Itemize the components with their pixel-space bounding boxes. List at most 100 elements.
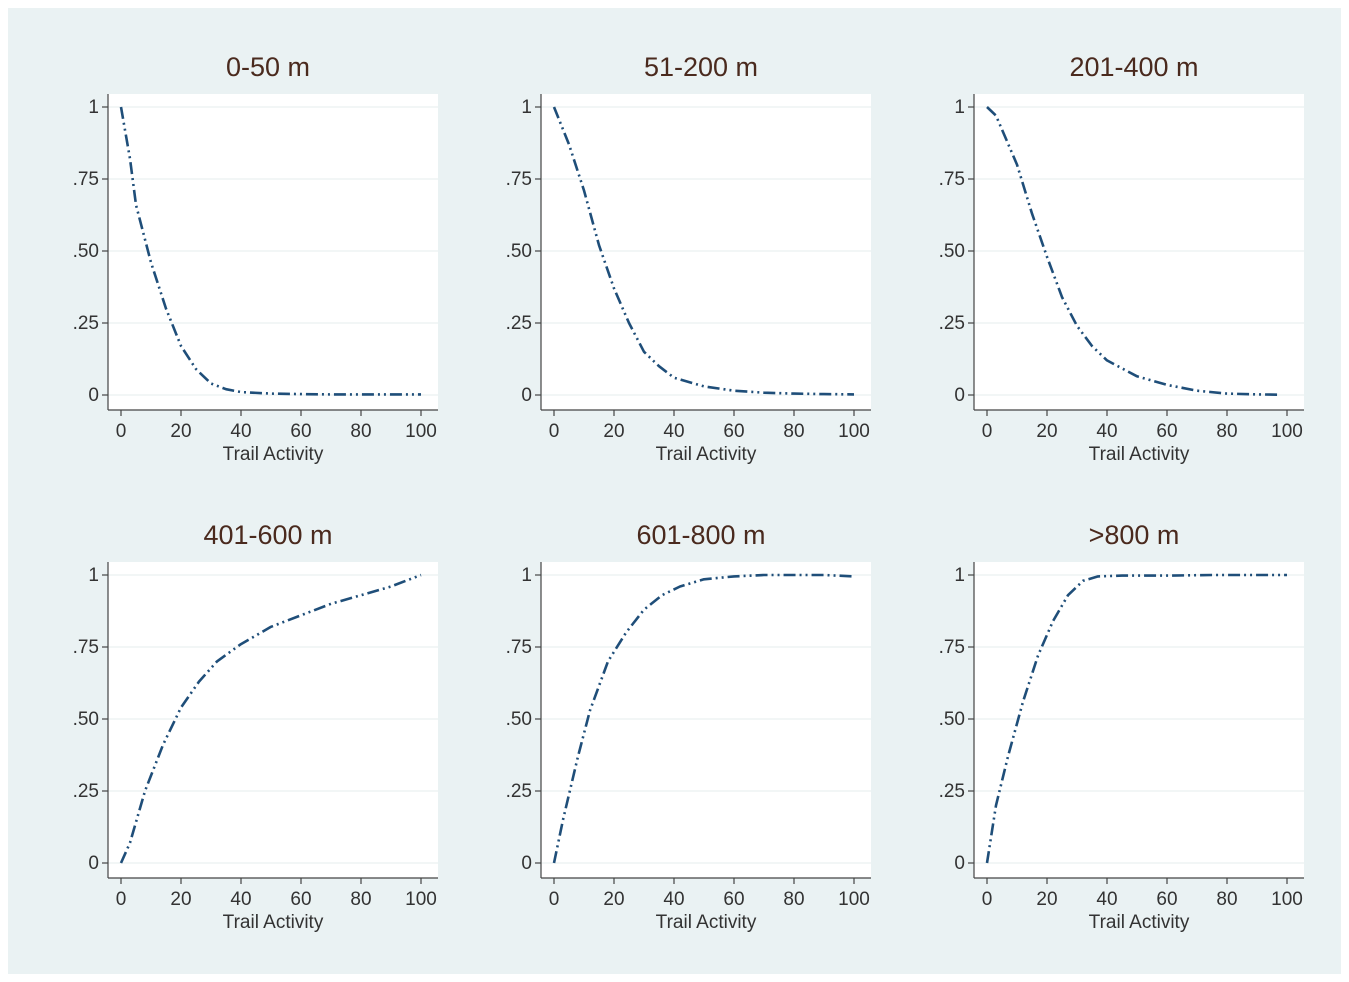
y-tick-label: .25: [939, 781, 965, 802]
y-tick-label: 0: [88, 853, 99, 874]
y-tick-label: 0: [521, 853, 532, 874]
x-tick-label: 100: [838, 889, 870, 910]
x-tick-label: 0: [116, 421, 127, 442]
x-tick-label: 80: [783, 889, 804, 910]
plot-area: [541, 562, 871, 878]
plot-area: [974, 94, 1304, 410]
x-tick-label: 80: [350, 889, 371, 910]
x-tick-label: 40: [230, 889, 251, 910]
y-tick-label: 0: [954, 385, 965, 406]
x-tick-label: 0: [982, 421, 993, 442]
y-tick-label: .75: [939, 637, 965, 658]
chart-svg: 0 .25 .50 .75 1 0 20 40 60 80 100 Trail Activity: [939, 562, 1304, 933]
y-tick-label: .25: [939, 313, 965, 334]
y-tick-label: 1: [88, 97, 99, 118]
x-tick-label: 100: [1271, 421, 1303, 442]
x-tick-label: 40: [1096, 889, 1117, 910]
x-tick-label: 0: [116, 889, 127, 910]
y-tick-label: .25: [506, 313, 532, 334]
series-line: [552, 106, 855, 396]
chart-svg: 0 .25 .50 .75 1 0 20 40 60 80 100 Trail Activity: [73, 94, 438, 465]
y-tick-label: 1: [954, 565, 965, 586]
panel-title: 201-400 m: [1069, 52, 1199, 82]
y-tick-label: .50: [506, 241, 532, 262]
x-tick-label: 20: [603, 421, 624, 442]
x-tick-label: 40: [230, 421, 251, 442]
series-line: [986, 106, 1282, 396]
panel-title: 51-200 m: [643, 52, 759, 82]
chart-svg: 0 .25 .50 .75 1 0 20 40 60 80 100 Trail Activity: [506, 562, 871, 933]
y-tick-label: .50: [73, 241, 99, 262]
x-tick-label: 40: [1096, 421, 1117, 442]
series-line: [119, 573, 422, 864]
y-tick-label: .50: [506, 709, 532, 730]
x-axis-label: Trail Activity: [1089, 912, 1190, 933]
series-line: [552, 573, 855, 864]
series-line: [119, 106, 421, 396]
x-axis-label: Trail Activity: [656, 444, 757, 465]
x-tick-label: 100: [838, 421, 870, 442]
x-axis-label: Trail Activity: [223, 444, 324, 465]
x-tick-label: 60: [1156, 889, 1177, 910]
x-tick-label: 100: [405, 421, 437, 442]
y-tick-label: 1: [88, 565, 99, 586]
y-tick-label: 0: [88, 385, 99, 406]
x-tick-label: 20: [170, 889, 191, 910]
x-tick-label: 100: [405, 889, 437, 910]
y-tick-label: .50: [73, 709, 99, 730]
x-tick-label: 60: [723, 889, 744, 910]
y-tick-label: 1: [521, 565, 532, 586]
x-tick-label: 0: [549, 421, 560, 442]
y-tick-label: .75: [73, 169, 99, 190]
x-tick-label: 0: [982, 889, 993, 910]
panel-0-50m: 0-50 m 0 .25 .50 .75 1 0 20 40 60 80 100 Trail Acti…: [58, 8, 478, 468]
panel-201-400m: 201-400 m 0 .25 .50 .75 1 0 20 40 60 80 100 Trail A…: [924, 8, 1344, 468]
series-line: [985, 573, 1287, 864]
y-tick-label: .75: [506, 637, 532, 658]
chart-svg: 0 .25 .50 .75 1 0 20 40 60 80 100 Trail Activity: [73, 562, 438, 933]
plot-area: [108, 562, 438, 878]
x-tick-label: 60: [290, 889, 311, 910]
y-tick-label: .25: [506, 781, 532, 802]
x-tick-label: 60: [1156, 421, 1177, 442]
y-tick-label: .25: [73, 313, 99, 334]
x-tick-label: 0: [549, 889, 560, 910]
plot-area: [541, 94, 871, 410]
x-tick-label: 100: [1271, 889, 1303, 910]
figure-background: 0-50 m 0.25.50.75 1 0 20 40 60 80 100 Trail Acti…: [8, 8, 1341, 974]
x-tick-label: 80: [1216, 889, 1237, 910]
x-tick-label: 40: [663, 889, 684, 910]
y-tick-label: .75: [506, 169, 532, 190]
plot-area: [974, 562, 1304, 878]
x-axis-label: Trail Activity: [1089, 444, 1190, 465]
y-tick-label: .50: [939, 241, 965, 262]
x-tick-label: 20: [1036, 889, 1057, 910]
x-tick-label: 20: [170, 421, 191, 442]
panel-over-800m: >800 m 0 .25 .50 .75 1 0 20 40 60 80 100 Trail Acti…: [924, 476, 1344, 936]
panel-title: 0-50 m: [225, 52, 311, 82]
chart-svg: 0 .25 .50 .75 1 0 20 40 60 80 100 Trail Activity: [939, 94, 1304, 465]
y-tick-label: 1: [954, 97, 965, 118]
chart-svg: 0 .25 .50 .75 1 0 20 40 60 80 100 Trail Activity: [506, 94, 871, 465]
x-tick-label: 60: [290, 421, 311, 442]
panel-title: 401-600 m: [203, 520, 333, 550]
y-tick-label: 1: [521, 97, 532, 118]
y-tick-label: .75: [939, 169, 965, 190]
y-tick-label: 0: [954, 853, 965, 874]
panel-title: >800 m: [1088, 520, 1180, 550]
panel-51-200m: 51-200 m 0 .25 .50 .75 1 0 20 40 60 80 100 Trail Ac…: [491, 8, 911, 468]
panel-601-800m: 601-800 m 0 .25 .50 .75 1 0 20 40 60 80 100 Trail A…: [491, 476, 911, 936]
y-tick-label: .25: [73, 781, 99, 802]
y-tick-label: 0: [521, 385, 532, 406]
x-tick-label: 80: [350, 421, 371, 442]
plot-area: [108, 94, 438, 410]
panel-title: 601-800 m: [636, 520, 766, 550]
y-tick-label: .75: [73, 637, 99, 658]
y-tick-label: .50: [939, 709, 965, 730]
x-tick-label: 40: [663, 421, 684, 442]
x-tick-label: 80: [1216, 421, 1237, 442]
x-tick-label: 60: [723, 421, 744, 442]
panel-401-600m: 401-600 m 0 .25 .50 .75 1 0 20 40 60 80 100 Trail A…: [58, 476, 478, 936]
x-axis-label: Trail Activity: [223, 912, 324, 933]
x-tick-label: 20: [603, 889, 624, 910]
